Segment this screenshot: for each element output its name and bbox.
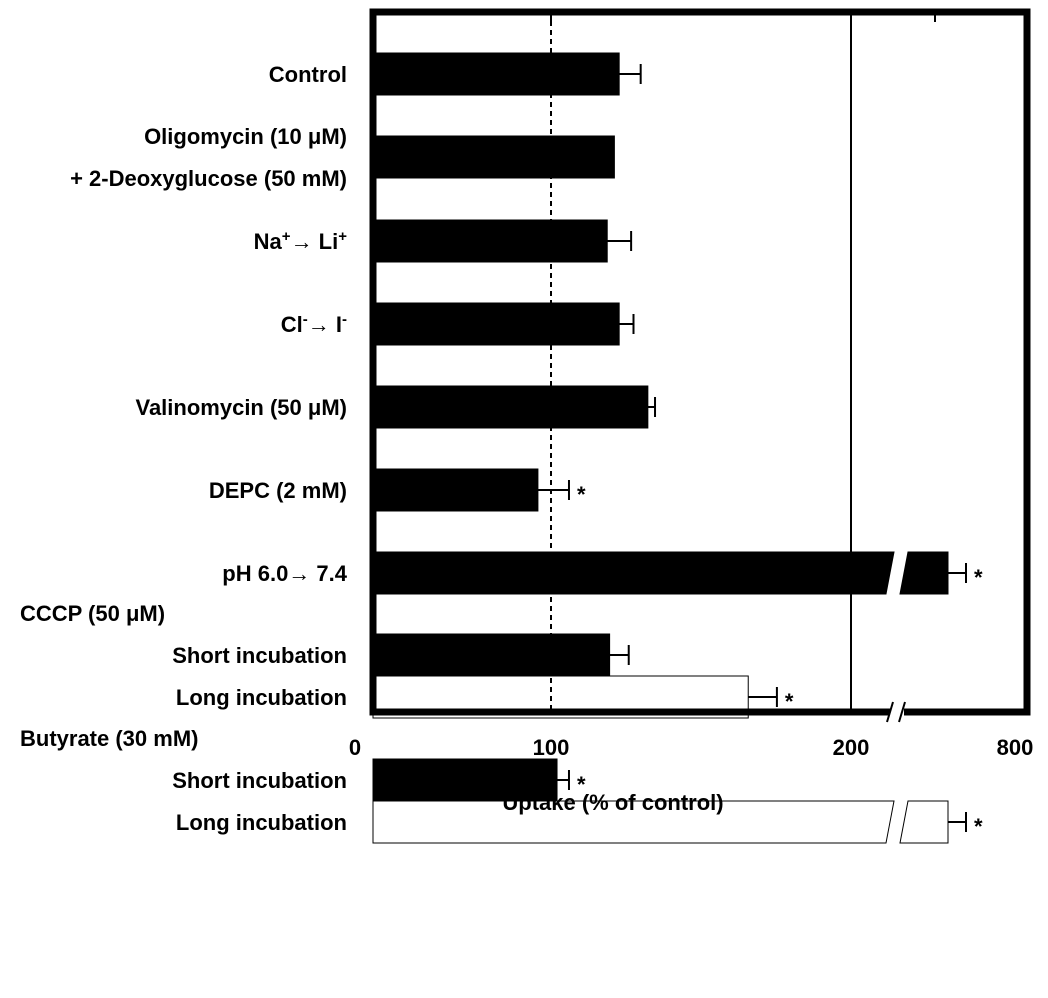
category-label: pH 6.0→ 7.4 <box>222 561 347 586</box>
significance-marker: * <box>577 482 586 507</box>
plot-border <box>369 8 1031 716</box>
bar <box>372 800 895 844</box>
bar <box>372 135 615 179</box>
plot-frame <box>369 8 1031 723</box>
bar-continued <box>899 800 949 844</box>
significance-marker: * <box>974 565 983 590</box>
bar <box>372 52 620 96</box>
category-label: + 2-Deoxyglucose (50 mM) <box>70 166 347 191</box>
bar-continued <box>899 551 949 595</box>
category-label: DEPC (2 mM) <box>209 478 347 503</box>
label-text: Valinomycin (50 μM) <box>135 395 347 420</box>
label-text: Long incubation <box>176 810 347 835</box>
axis-break-mark <box>898 701 906 723</box>
category-label: Long incubation <box>176 810 347 835</box>
significance-marker: * <box>785 689 794 714</box>
label-text: pH 6.0→ 7.4 <box>222 561 347 586</box>
significance-marker: * <box>577 772 586 797</box>
superscript: - <box>342 311 347 328</box>
label-text: Na <box>254 229 283 254</box>
bar <box>372 219 608 263</box>
category-label: Na+→ Li+ <box>254 228 348 255</box>
label-text: Control <box>269 62 347 87</box>
superscript: + <box>282 228 291 245</box>
category-label: Long incubation <box>176 685 347 710</box>
category-label: Control <box>269 62 347 87</box>
label-text: + 2-Deoxyglucose (50 mM) <box>70 166 347 191</box>
x-tick-label: 800 <box>997 735 1034 760</box>
bar <box>372 385 649 429</box>
label-text: Short incubation <box>172 768 347 793</box>
bar <box>372 633 611 677</box>
label-text: Cl <box>281 312 303 337</box>
significance-marker: * <box>974 814 983 839</box>
superscript: - <box>303 311 308 328</box>
bar <box>372 302 620 346</box>
category-label: Cl-→ I- <box>281 311 347 338</box>
category-label: Oligomycin (10 μM) <box>144 124 347 149</box>
x-tick-label: 0 <box>349 735 361 760</box>
group-label: Butyrate (30 mM) <box>20 726 198 751</box>
category-labels: Control Oligomycin (10 μM) + 2-Deoxyglucos… <box>20 62 348 835</box>
superscript: + <box>338 228 347 245</box>
x-tick-label: 200 <box>833 735 870 760</box>
x-tick-label: 100 <box>533 735 570 760</box>
group-label: CCCP (50 μM) <box>20 601 165 626</box>
label-text: → I <box>308 312 342 337</box>
x-axis-title: Uptake (% of control) <box>502 790 723 815</box>
category-label: Valinomycin (50 μM) <box>135 395 347 420</box>
category-label: Short incubation <box>172 768 347 793</box>
label-text: Long incubation <box>176 685 347 710</box>
label-text: Short incubation <box>172 643 347 668</box>
axis-break-mark <box>886 701 894 723</box>
bar <box>372 551 895 595</box>
x-axis: 0 100 200 800 <box>349 735 1033 760</box>
label-text: Oligomycin (10 μM) <box>144 124 347 149</box>
label-text: → Li <box>291 229 339 254</box>
bar <box>372 468 539 512</box>
label-text: DEPC (2 mM) <box>209 478 347 503</box>
category-label: Short incubation <box>172 643 347 668</box>
bar <box>372 758 558 802</box>
